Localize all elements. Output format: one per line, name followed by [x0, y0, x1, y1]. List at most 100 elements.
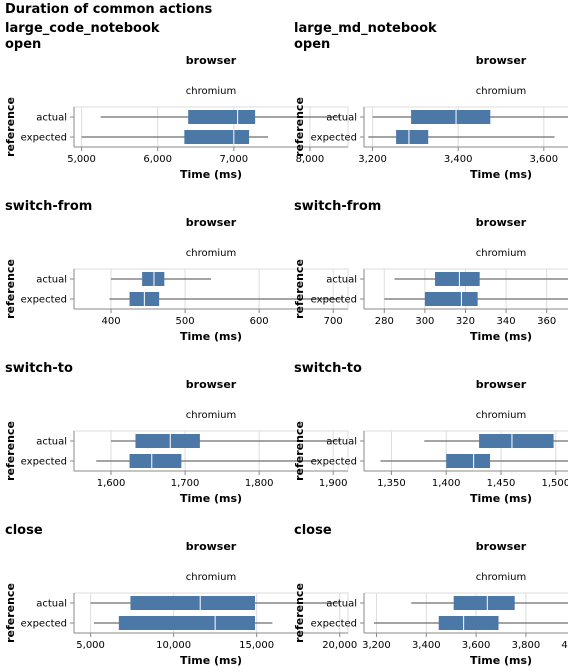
x-tick-label: 400	[101, 316, 120, 327]
facet-header-label: chromium	[476, 248, 526, 259]
box	[438, 616, 499, 630]
x-axis-title: Time (ms)	[180, 492, 242, 505]
box	[129, 454, 182, 468]
y-axis-title: reference	[4, 583, 17, 643]
panel: switch-to browser chromium 1,600 1,700 1,800 1…	[4, 361, 349, 505]
x-axis-title: Time (ms)	[470, 654, 532, 667]
panel-title: open	[5, 37, 41, 52]
facet-header-label: chromium	[186, 86, 236, 97]
x-tick-label: 1,600	[97, 478, 126, 489]
x-tick-label: 700	[324, 316, 343, 327]
panel-title: open	[294, 37, 330, 52]
x-tick-label: 3,400	[444, 154, 473, 165]
x-tick-label: 1,450	[487, 478, 516, 489]
box	[446, 454, 491, 468]
y-tick-label: expected	[311, 133, 357, 144]
box	[130, 596, 256, 610]
y-tick-label: actual	[326, 599, 357, 610]
x-tick-label: 7,000	[220, 154, 249, 165]
panel-title: switch-from	[294, 199, 381, 214]
x-tick-label: 3,600	[462, 640, 491, 651]
y-axis-title: reference	[293, 421, 306, 481]
x-tick-label: 3,200	[362, 640, 391, 651]
y-tick-label: expected	[311, 457, 357, 468]
facet-header-label: chromium	[186, 248, 236, 259]
facet-header-title: browser	[186, 540, 237, 553]
facet-header-title: browser	[476, 216, 527, 229]
plot-frame	[73, 268, 349, 310]
plot-frame	[73, 430, 349, 472]
facet-header-title: browser	[476, 540, 527, 553]
x-tick-label: 300	[415, 316, 434, 327]
x-axis-title: Time (ms)	[180, 654, 242, 667]
box	[142, 272, 165, 286]
x-tick-label: 500	[176, 316, 195, 327]
x-tick-label: 5,000	[67, 154, 96, 165]
box	[396, 130, 429, 144]
panel: close browser chromium 5,000 10,000 15,000 20,…	[4, 523, 357, 667]
x-tick-label: 15,000	[239, 640, 274, 651]
x-tick-label: 3,800	[512, 640, 541, 651]
x-tick-label: 3,400	[412, 640, 441, 651]
y-axis-title: reference	[293, 583, 306, 643]
chart-main-title: Duration of common actions	[5, 2, 213, 17]
y-tick-label: actual	[326, 437, 357, 448]
box	[118, 616, 256, 630]
y-tick-label: expected	[311, 295, 357, 306]
x-tick-label: 360	[537, 316, 556, 327]
x-tick-label: 600	[250, 316, 269, 327]
panel-title: switch-to	[5, 361, 73, 376]
x-axis-title: Time (ms)	[180, 330, 242, 343]
facet-header-title: browser	[186, 216, 237, 229]
facet-header-label: chromium	[186, 410, 236, 421]
box	[184, 130, 250, 144]
y-axis-title: reference	[4, 421, 17, 481]
box	[188, 110, 256, 124]
x-tick-label: 8,000	[296, 154, 325, 165]
x-tick-label: 340	[497, 316, 516, 327]
facet-header-title: browser	[186, 54, 237, 67]
x-tick-label: 1,400	[432, 478, 461, 489]
panel: open browser chromium 5,000 6,000 7,000 8,000 a…	[4, 37, 349, 181]
x-tick-label: 20,000	[322, 640, 357, 651]
y-tick-label: actual	[326, 113, 357, 124]
panel-title: switch-to	[294, 361, 362, 376]
y-tick-label: actual	[36, 113, 67, 124]
facet-header-label: chromium	[186, 572, 236, 583]
facet-header-label: chromium	[476, 410, 526, 421]
y-tick-label: expected	[21, 619, 67, 630]
x-axis-title: Time (ms)	[470, 168, 532, 181]
y-axis-title: reference	[4, 259, 17, 319]
y-tick-label: actual	[326, 275, 357, 286]
x-tick-label: 6,000	[143, 154, 172, 165]
panel-title: switch-from	[5, 199, 92, 214]
x-tick-label: 3,200	[358, 154, 387, 165]
panel: switch-from browser chromium 400 500 600 700 ac…	[4, 199, 349, 343]
x-axis-title: Time (ms)	[470, 492, 532, 505]
box	[424, 292, 478, 306]
y-tick-label: expected	[21, 457, 67, 468]
panel: switch-to browser chromium 1,350 1,400 1,450 1…	[293, 361, 568, 505]
y-axis-title: reference	[293, 97, 306, 157]
column-title: large_md_notebook	[294, 21, 437, 36]
x-tick-label: 1,800	[245, 478, 274, 489]
x-axis-title: Time (ms)	[180, 168, 242, 181]
x-tick-label: 1,900	[319, 478, 348, 489]
x-tick-label: 5,000	[76, 640, 105, 651]
y-tick-label: actual	[36, 275, 67, 286]
box	[135, 434, 200, 448]
panel: openbrowserchromium3,2003,4003,6003,800a…	[293, 37, 568, 181]
x-tick-label: 1,700	[171, 478, 200, 489]
box	[479, 434, 554, 448]
panel: switch-from browser chromium 280 300 320 340 36…	[293, 199, 568, 343]
panel-title: close	[5, 523, 43, 538]
x-tick-label: 280	[375, 316, 394, 327]
y-axis-title: reference	[293, 259, 306, 319]
panel: close browser chromium 3,200 3,400 3,600 3,800…	[293, 523, 568, 667]
x-tick-label: 1,500	[541, 478, 568, 489]
x-axis-title: Time (ms)	[470, 330, 532, 343]
y-tick-label: actual	[36, 599, 67, 610]
facet-header-title: browser	[476, 54, 527, 67]
x-tick-label: 1,350	[377, 478, 406, 489]
